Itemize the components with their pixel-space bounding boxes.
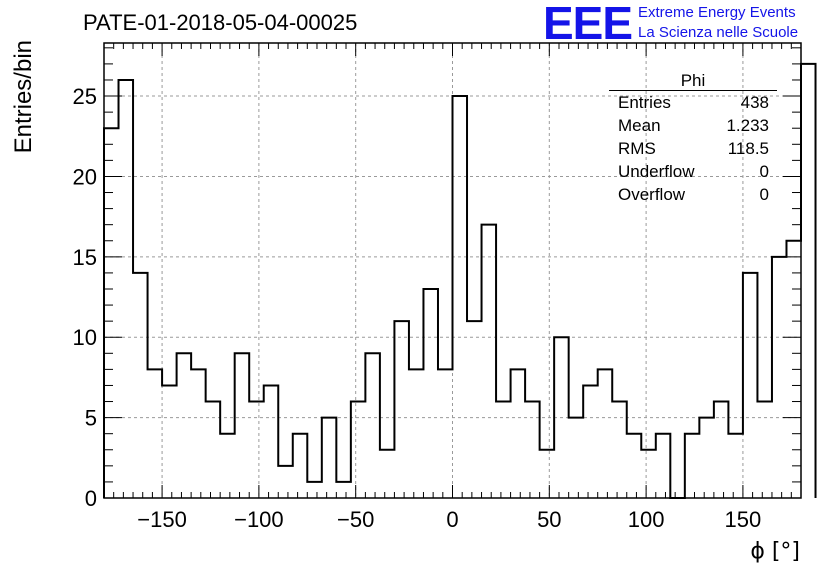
- histogram-bin: [380, 450, 395, 498]
- y-tick-label: 20: [73, 164, 97, 189]
- histogram-bin: [409, 369, 424, 498]
- y-tick-label: 15: [73, 245, 97, 270]
- histogram-bin: [540, 450, 555, 498]
- y-tick-label: 10: [73, 325, 97, 350]
- histogram-bin: [394, 321, 409, 498]
- histogram-bin: [177, 353, 192, 498]
- histogram-bin: [322, 418, 337, 498]
- histogram-bin: [511, 369, 526, 498]
- histogram-bin: [351, 402, 366, 498]
- histogram-bin: [133, 273, 148, 498]
- stats-row-entries: Entries 438: [618, 93, 769, 115]
- histogram-bin: [467, 321, 482, 498]
- x-tick-label: −100: [234, 507, 284, 532]
- histogram-bin: [220, 434, 235, 498]
- chart-title: PATE-01-2018-05-04-00025: [83, 10, 358, 35]
- histogram-bin: [525, 402, 540, 498]
- x-tick-label: 50: [537, 507, 561, 532]
- histogram-line: [103, 62, 817, 499]
- histogram-bin: [264, 385, 279, 498]
- histogram-bin: [699, 418, 714, 498]
- histogram-bin: [743, 273, 758, 498]
- stats-divider: [609, 90, 777, 91]
- histogram-bin: [583, 385, 598, 498]
- x-tick-label: 100: [628, 507, 665, 532]
- stats-value: 0: [759, 162, 769, 181]
- y-tick-label: 0: [85, 486, 97, 511]
- histogram-bin: [206, 402, 221, 498]
- histogram-bin: [453, 96, 468, 498]
- histogram-bin: [191, 369, 206, 498]
- stats-value: 1.233: [726, 116, 769, 135]
- x-tick-label: −50: [337, 507, 374, 532]
- stats-row-rms: RMS 118.5: [618, 139, 769, 161]
- plot-frame: [103, 42, 802, 499]
- eee-logo-mark: EEE: [543, 0, 633, 49]
- y-tick-label: 25: [73, 84, 97, 109]
- y-tick-label: 5: [85, 406, 97, 431]
- x-tick-label: 0: [446, 507, 458, 532]
- stats-key: Underflow: [618, 162, 695, 181]
- stats-row-mean: Mean 1.233: [618, 116, 769, 138]
- logo-line-2: La Scienza nelle Scuole: [638, 24, 799, 41]
- histogram-bin: [148, 369, 163, 498]
- histogram-bin: [728, 434, 743, 498]
- histogram-bin: [598, 369, 613, 498]
- histogram-bin: [627, 434, 642, 498]
- stats-key: RMS: [618, 139, 656, 158]
- histogram-bin: [249, 402, 264, 498]
- stats-box: Phi Entries 438 Mean 1.233 RMS 118.5 Und…: [609, 71, 777, 211]
- histogram-bin: [438, 369, 453, 498]
- histogram-bin: [162, 385, 177, 498]
- histogram-bin: [656, 434, 671, 498]
- histogram-bin: [757, 402, 772, 498]
- histogram-bin: [104, 128, 119, 498]
- stats-key: Mean: [618, 116, 661, 135]
- histogram-bin: [482, 225, 497, 498]
- histogram-bin: [612, 402, 627, 498]
- histogram-bin: [801, 64, 816, 498]
- histogram-bin: [423, 289, 438, 498]
- histogram-bin: [336, 482, 351, 498]
- histogram-bin: [307, 482, 322, 498]
- stats-title: Phi: [680, 71, 706, 90]
- histogram-bin: [496, 402, 511, 498]
- x-axis-label: ϕ [°]: [750, 539, 800, 564]
- stats-row-underflow: Underflow 0: [618, 162, 769, 184]
- histogram-bin: [119, 80, 134, 498]
- histogram-bin: [714, 402, 729, 498]
- histogram-bin: [685, 434, 700, 498]
- histogram-bin: [641, 450, 656, 498]
- stats-key: Entries: [618, 93, 671, 112]
- y-axis-label: Entries/bin: [10, 40, 37, 153]
- x-tick-label: 150: [725, 507, 762, 532]
- logo-line-1: Extreme Energy Events: [638, 4, 796, 21]
- stats-value: 0: [759, 185, 769, 204]
- stats-value: 118.5: [727, 139, 769, 158]
- histogram-bin: [293, 434, 308, 498]
- histogram-bin: [235, 353, 250, 498]
- histogram-bin: [772, 257, 787, 498]
- histogram-bin: [365, 353, 380, 498]
- histogram-bin: [569, 418, 584, 498]
- histogram-bin: [278, 466, 293, 498]
- stats-value: 438: [740, 93, 769, 112]
- stats-key: Overflow: [618, 185, 686, 204]
- x-tick-label: −150: [137, 507, 187, 532]
- stats-row-overflow: Overflow 0: [618, 185, 769, 207]
